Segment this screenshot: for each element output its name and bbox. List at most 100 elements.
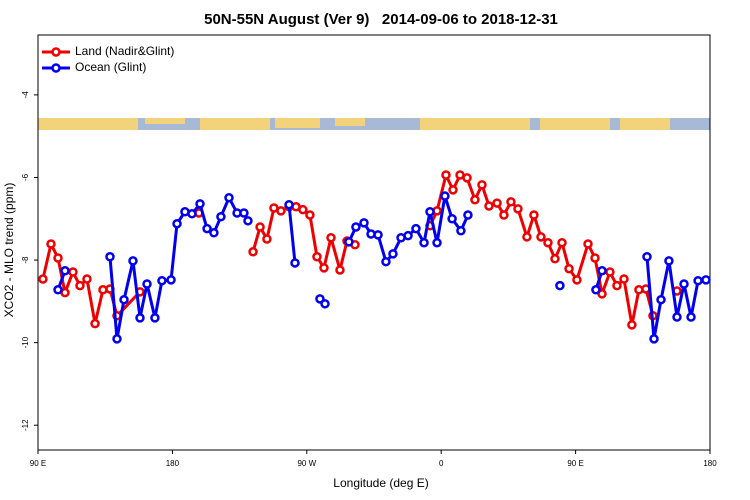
- data-point: [441, 170, 451, 180]
- data-point: [425, 206, 435, 217]
- plot-frame: [37, 34, 711, 451]
- data-point: [543, 237, 553, 248]
- data-point: [432, 237, 442, 248]
- data-point: [262, 234, 272, 244]
- data-point: [612, 280, 622, 291]
- data-point: [557, 237, 567, 248]
- data-point: [290, 258, 300, 268]
- data-point: [642, 251, 652, 262]
- data-point: [492, 198, 502, 208]
- data-point: [75, 280, 85, 291]
- data-point: [224, 192, 234, 203]
- data-point: [38, 274, 48, 284]
- data-point: [597, 289, 607, 299]
- data-point: [68, 267, 78, 277]
- y-tick-label: -6: [21, 173, 30, 181]
- data-point: [216, 211, 226, 222]
- data-point: [335, 265, 345, 275]
- data-point: [590, 253, 600, 263]
- legend-label: Land (Nadir&Glint): [75, 44, 174, 58]
- data-point: [344, 237, 354, 247]
- data-point: [463, 210, 473, 220]
- data-point: [477, 180, 487, 190]
- data-point: [276, 206, 286, 216]
- data-point: [419, 237, 429, 248]
- data-point: [448, 185, 458, 195]
- data-point: [605, 267, 615, 277]
- data-point: [60, 266, 70, 276]
- data-point: [536, 232, 546, 242]
- data-point: [656, 294, 666, 305]
- data-point: [53, 285, 63, 295]
- data-point: [522, 232, 532, 242]
- data-point: [513, 204, 523, 214]
- data-point: [209, 228, 219, 238]
- data-point: [686, 312, 696, 322]
- x-axis-label: Longitude (deg E): [333, 476, 428, 490]
- data-point: [470, 195, 480, 205]
- data-point: [166, 275, 176, 285]
- data-point: [583, 239, 593, 249]
- legend-marker: [51, 47, 61, 57]
- data-point: [319, 263, 329, 273]
- data-point: [679, 279, 689, 289]
- data-point: [591, 285, 601, 295]
- data-point: [403, 230, 413, 241]
- data-point: [128, 256, 138, 266]
- x-tick-label: 90 E: [30, 459, 46, 468]
- map-strip: [38, 118, 710, 130]
- data-point: [312, 251, 322, 262]
- data-point: [320, 299, 330, 309]
- data-point: [701, 275, 711, 285]
- data-point: [157, 275, 167, 286]
- data-point: [255, 222, 265, 232]
- data-point: [411, 223, 421, 234]
- data-point: [195, 199, 205, 209]
- data-point: [298, 204, 308, 215]
- data-point: [248, 247, 258, 257]
- data-point: [150, 313, 160, 323]
- data-point: [351, 222, 361, 232]
- data-point: [373, 230, 383, 240]
- data-point: [564, 263, 574, 274]
- data-point: [529, 210, 539, 220]
- data-point: [112, 334, 122, 344]
- legend-marker: [51, 63, 61, 73]
- data-point: [326, 233, 336, 243]
- y-axis-label: XCO2 - MLO trend (ppm): [2, 183, 16, 318]
- data-point: [462, 173, 472, 183]
- data-point: [693, 275, 703, 286]
- y-tick-label: -4: [21, 91, 30, 99]
- data-point: [506, 197, 516, 207]
- data-point: [305, 210, 315, 220]
- data-point: [550, 254, 560, 264]
- data-point: [82, 274, 92, 284]
- x-tick-label: 90 E: [567, 459, 583, 468]
- data-point: [388, 249, 398, 259]
- data-point: [572, 275, 582, 285]
- data-point: [484, 201, 494, 211]
- data-point: [649, 334, 659, 344]
- data-point: [187, 209, 197, 219]
- data-point: [499, 210, 509, 220]
- y-tick-label: -10: [21, 336, 30, 348]
- data-point: [46, 239, 56, 249]
- x-tick-label: 90 W: [297, 459, 316, 468]
- data-point: [284, 199, 294, 210]
- chart-title: 50N-55N August (Ver 9) 2014-09-06 to 201…: [204, 11, 558, 28]
- data-point: [381, 256, 391, 267]
- data-point: [243, 216, 253, 226]
- data-point: [172, 218, 182, 229]
- data-point: [447, 214, 457, 224]
- legend-label: Ocean (Glint): [75, 60, 146, 74]
- data-point: [53, 253, 63, 263]
- data-point: [119, 294, 129, 305]
- data-point: [597, 266, 607, 276]
- data-point: [239, 208, 249, 218]
- data-point: [440, 191, 450, 201]
- data-point: [90, 318, 100, 329]
- data-point: [555, 280, 565, 291]
- data-point: [202, 223, 212, 234]
- y-tick-label: -8: [21, 256, 30, 264]
